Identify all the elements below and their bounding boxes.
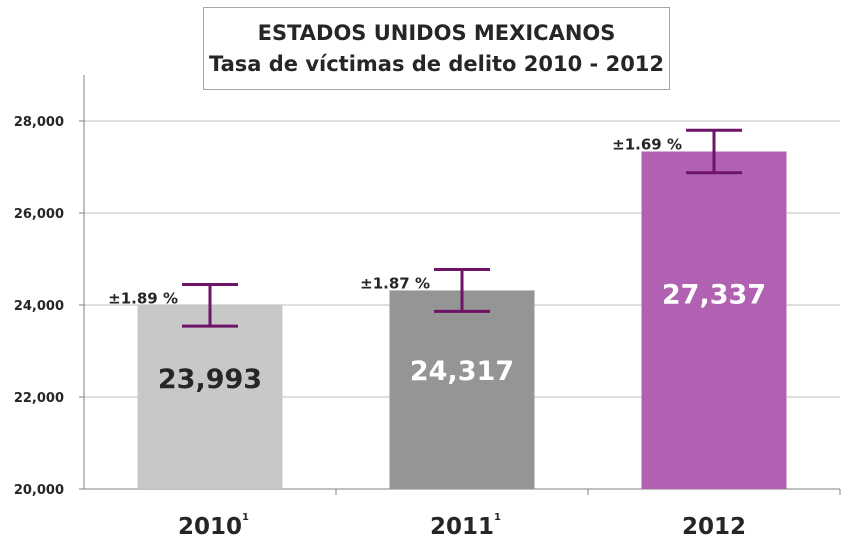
bar bbox=[641, 151, 787, 490]
error-label: ±1.69 % bbox=[612, 135, 682, 153]
x-category-label: 2011 bbox=[430, 514, 494, 539]
y-tick-label: 20,000 bbox=[14, 483, 64, 498]
y-tick-label: 22,000 bbox=[14, 391, 64, 406]
label-layer: 20,000 22,000 24,000 26,000 28,000 ±1.89 % 23,… bbox=[14, 115, 766, 539]
chart-title-box: ESTADOS UNIDOS MEXICANOS Tasa de víctima… bbox=[203, 7, 670, 90]
bar-layer bbox=[137, 128, 787, 490]
x-category-label: 2010 bbox=[178, 514, 242, 539]
bar bbox=[389, 290, 535, 489]
chart-subtitle: Tasa de víctimas de delito 2010 - 2012 bbox=[208, 51, 665, 76]
category-superscript: 1 bbox=[242, 512, 249, 523]
value-label: 23,993 bbox=[158, 364, 262, 395]
value-label: 24,317 bbox=[410, 356, 514, 387]
x-category-label: 2012 bbox=[682, 514, 746, 539]
y-tick-label: 24,000 bbox=[14, 299, 64, 314]
category-superscript: 1 bbox=[494, 512, 501, 523]
error-label: ±1.89 % bbox=[108, 289, 178, 307]
y-tick-label: 28,000 bbox=[14, 115, 64, 130]
y-tick-label: 26,000 bbox=[14, 207, 64, 222]
value-label: 27,337 bbox=[662, 279, 766, 310]
bar bbox=[137, 305, 283, 489]
chart-title: ESTADOS UNIDOS MEXICANOS bbox=[257, 20, 616, 45]
error-label: ±1.87 % bbox=[360, 274, 430, 292]
